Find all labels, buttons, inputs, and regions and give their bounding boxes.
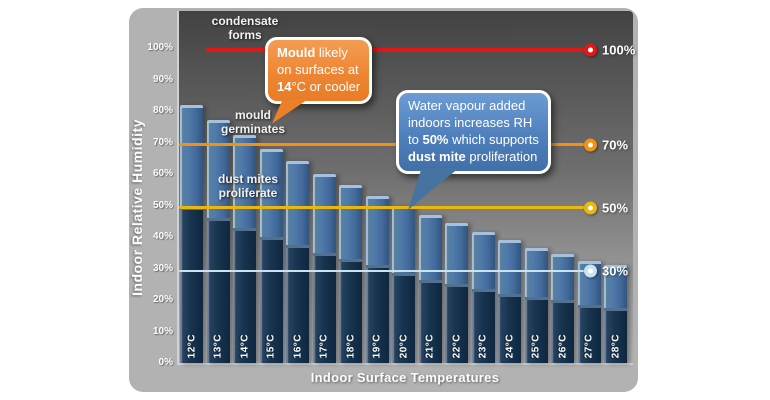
y-tick-40%: 40% (152, 231, 173, 242)
bar-23°C: 23°C (471, 232, 495, 363)
y-tick-50%: 50% (152, 199, 173, 211)
reference-line-30%: 30% (179, 263, 628, 278)
bar-segment-navy (524, 296, 548, 363)
bar-19°C: 19°C (365, 196, 389, 363)
chart-card: Indoor Relative Humidity 0% 10% 20% 30% 40% 5… (129, 8, 638, 392)
reference-label-70%: 70% (602, 137, 629, 152)
y-tick-20%: 20% (152, 294, 173, 305)
bar-temperature-label: 12°C (186, 333, 197, 358)
annotation-dust-mites-proliferate: dust mites proliferate (217, 172, 279, 201)
bar-temperature-label: 19°C (371, 333, 383, 358)
bar-segment-light (286, 161, 309, 245)
y-tick-30%: 30% (152, 262, 173, 274)
annotation-condensate-forms: condensate forms (211, 14, 279, 43)
bar-28°C: 28°C (604, 265, 627, 363)
bar-segment-light (418, 214, 442, 280)
bar-24°C: 24°C (498, 240, 521, 363)
bar-segment-light (551, 254, 574, 300)
bar-temperature-label: 22°C (451, 333, 462, 358)
y-tick-60%: 60% (152, 168, 173, 179)
callout-water-vapour: Water vapour added indoors increases RH to… (396, 90, 551, 210)
bar-segment-navy (445, 284, 468, 363)
bar-temperature-label: 16°C (292, 333, 303, 358)
bar-temperature-label: 28°C (610, 333, 621, 358)
bar-segment-navy (392, 273, 415, 363)
plot-area: 12°C 13°C 14°C 15°C 16°C 17°C 18°C 19°C 20°C 21°C… (177, 11, 635, 365)
reference-dot-30% (584, 264, 597, 277)
y-tick-100%: 100% (147, 42, 173, 53)
bar-22°C: 22°C (445, 222, 468, 363)
bar-segment-light (312, 174, 336, 253)
bar-temperature-label: 24°C (504, 333, 515, 358)
bar-16°C: 16°C (286, 161, 309, 363)
bar-segment-light (259, 148, 283, 237)
bar-temperature-label: 27°C (583, 333, 595, 358)
y-tick-90%: 90% (152, 73, 173, 85)
bar-segment-light (365, 196, 389, 266)
callout-mould-likely-text: Mould likely on surfaces at 14°C or cooler (277, 45, 361, 94)
bar-segment-light (445, 222, 468, 285)
bar-segment-navy (418, 279, 442, 363)
bar-segment-navy (286, 244, 309, 363)
reference-line-50%: 50% (179, 200, 628, 215)
bar-temperature-label: 13°C (212, 333, 224, 358)
bar-temperature-label: 17°C (318, 333, 330, 358)
bar-segment-navy (312, 252, 336, 363)
callout-water-vapour-text: Water vapour added indoors increases RH to… (408, 98, 539, 164)
bar-segment-navy (471, 288, 495, 363)
bar-segment-light (524, 248, 548, 297)
bar-temperature-label: 18°C (345, 333, 356, 358)
bar-segment-navy (206, 218, 230, 363)
y-tick-10%: 10% (152, 325, 173, 337)
reference-dot-70% (584, 138, 597, 151)
bar-12°C: 12°C (180, 104, 203, 363)
reference-dot-50% (584, 201, 597, 214)
x-axis-title: Indoor Surface Temperatures (310, 370, 500, 385)
bar-segment-navy (498, 293, 521, 363)
bar-25°C: 25°C (524, 248, 548, 363)
bar-segment-light (180, 104, 203, 208)
annotation-mould-germinates: mould germinates (220, 108, 286, 137)
y-tick-70%: 70% (152, 136, 173, 148)
bar-segment-navy (577, 304, 601, 363)
bar-temperature-label: 14°C (239, 333, 250, 358)
bar-segment-light (392, 205, 415, 274)
bar-13°C: 13°C (206, 120, 230, 363)
reference-label-30%: 30% (602, 263, 629, 278)
bar-segment-navy (233, 227, 256, 363)
reference-label-50%: 50% (602, 200, 629, 215)
bar-18°C: 18°C (339, 185, 362, 363)
bar-segment-navy (365, 265, 389, 363)
bar-21°C: 21°C (418, 214, 442, 363)
bar-segment-light (498, 240, 521, 294)
reference-line-100%: 100% (206, 43, 635, 58)
bar-segment-navy (339, 259, 362, 363)
bar-segment-navy (604, 307, 627, 363)
callout-mould-likely: Mould likely on surfaces at 14°C or cooler (265, 37, 373, 124)
bar-15°C: 15°C (259, 148, 283, 363)
bar-segment-light (604, 265, 627, 308)
bar-temperature-label: 23°C (477, 333, 489, 358)
bar-20°C: 20°C (392, 205, 415, 364)
reference-line-70%: 70% (179, 137, 628, 152)
reference-dot-100% (584, 43, 597, 57)
bar-segment-light (471, 232, 495, 289)
bar-segment-light (339, 185, 362, 260)
bar-14°C: 14°C (233, 134, 256, 363)
bar-17°C: 17°C (312, 174, 336, 363)
bar-temperature-label: 21°C (424, 333, 436, 358)
bar-temperature-label: 20°C (398, 333, 409, 358)
bar-temperature-label: 15°C (265, 333, 277, 358)
bar-segment-light (233, 134, 256, 228)
bar-26°C: 26°C (551, 254, 574, 363)
bars: 12°C 13°C 14°C 15°C 16°C 17°C 18°C 19°C 20°C 21°C… (180, 11, 627, 363)
bar-segment-navy (551, 300, 574, 363)
y-tick-80%: 80% (152, 105, 173, 116)
bar-temperature-label: 26°C (557, 333, 568, 358)
bar-temperature-label: 25°C (530, 333, 542, 358)
y-tick-0%: 0% (158, 357, 173, 368)
reference-label-100%: 100% (602, 42, 636, 58)
bar-segment-navy (259, 237, 283, 363)
